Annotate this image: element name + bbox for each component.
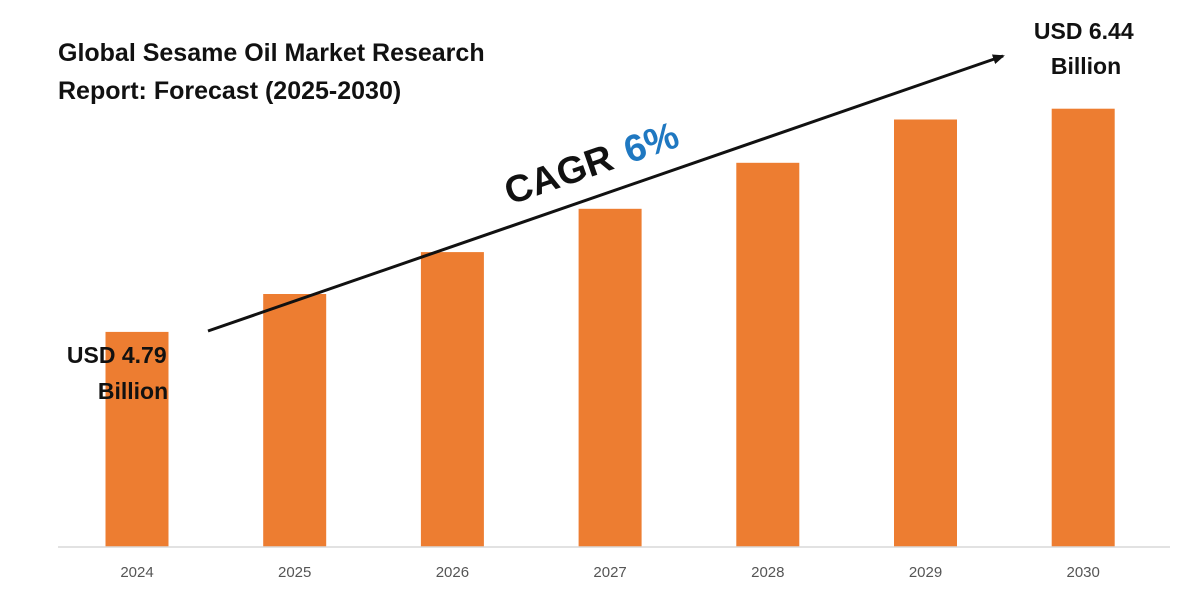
start-value-line-2: Billion: [98, 378, 168, 404]
x-tick-label-2028: 2028: [751, 564, 784, 581]
bar-2030: [1051, 108, 1115, 547]
cagr-trend-arrow: [207, 54, 1005, 333]
bar-2029: [894, 119, 957, 547]
start-value-line-1: USD 4.79: [67, 342, 167, 368]
x-tick-label-2025: 2025: [278, 564, 311, 581]
end-value-line-2: Billion: [1051, 53, 1121, 79]
bar-2028: [736, 162, 800, 548]
bar-series: [105, 108, 1115, 548]
title-line-1: Global Sesame Oil Market Research: [58, 39, 485, 67]
x-tick-label-2027: 2027: [593, 564, 626, 581]
cagr-label: CAGR: [499, 137, 618, 213]
end-value-label: USD 6.44 Billion: [1034, 18, 1138, 79]
x-axis-tick-labels: 2024 2025 2026 2027 2028 2029 2030: [120, 564, 1100, 581]
x-tick-label-2026: 2026: [436, 564, 469, 581]
bar-2026: [420, 252, 484, 547]
x-tick-label-2029: 2029: [909, 564, 942, 581]
bar-2027: [578, 208, 642, 548]
title-line-2: Report: Forecast (2025-2030): [58, 77, 401, 105]
chart-title: Global Sesame Oil Market Research Report…: [58, 39, 489, 105]
x-tick-label-2030: 2030: [1067, 564, 1100, 581]
start-value-label: USD 4.79 Billion: [67, 342, 171, 404]
bar-2025: [263, 294, 327, 547]
end-value-line-1: USD 6.44: [1034, 18, 1134, 44]
x-tick-label-2024: 2024: [120, 564, 153, 581]
bar-2024: [105, 331, 169, 547]
cagr-value: 6%: [619, 115, 685, 173]
